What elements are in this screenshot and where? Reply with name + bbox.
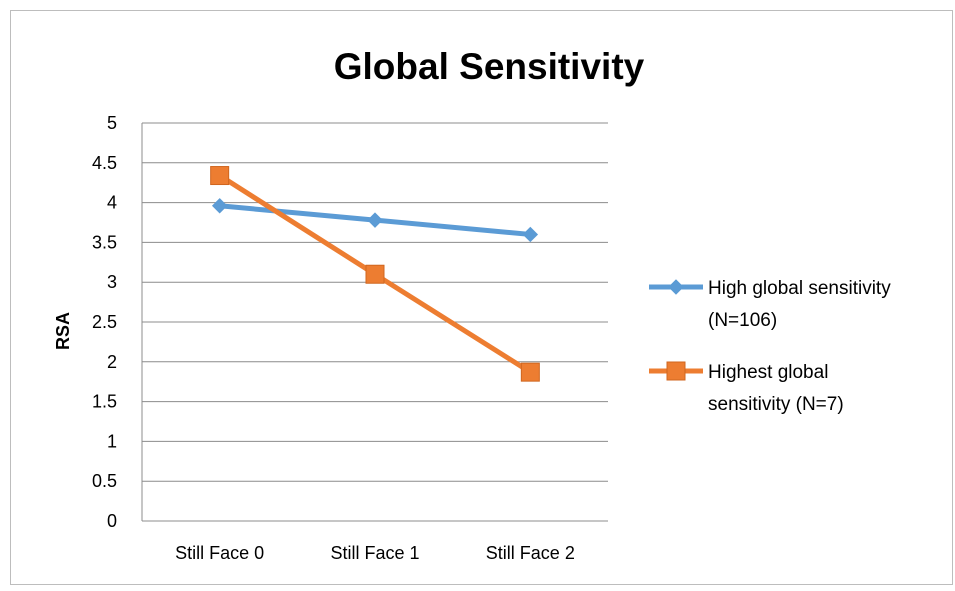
- y-tick-label: 0.5: [92, 471, 117, 491]
- x-tick-label: Still Face 2: [486, 543, 575, 563]
- legend-entry: High global sensitivity (N=106): [649, 278, 891, 331]
- x-tick-label: Still Face 0: [175, 543, 264, 563]
- y-tick-label: 5: [107, 113, 117, 133]
- legend-label: Highest global: [708, 362, 828, 383]
- chart-title: Global Sensitivity: [334, 46, 645, 87]
- y-tick-label: 2: [107, 352, 117, 372]
- diamond-marker: [211, 198, 228, 214]
- y-tick-label: 4: [107, 193, 117, 213]
- y-tick-label: 4.5: [92, 153, 117, 173]
- y-tick-label: 1: [107, 431, 117, 451]
- square-marker: [210, 166, 230, 186]
- series-1: [211, 198, 539, 243]
- square-marker: [365, 264, 385, 284]
- legend-label: High global sensitivity: [708, 278, 891, 299]
- y-tick-label: 3.5: [92, 232, 117, 252]
- legend-entry: Highest global sensitivity (N=7): [649, 361, 844, 415]
- x-tick-labels: Still Face 0 Still Face 1 Still Face 2: [175, 543, 575, 563]
- chart-frame: Global Sensitivity 0 0.5 1 1.5 2 2.5 3 3.5 4 4.5 5…: [10, 10, 953, 585]
- legend-label: sensitivity (N=7): [708, 394, 844, 415]
- diamond-marker: [367, 212, 383, 228]
- series: [210, 166, 540, 382]
- y-tick-label: 2.5: [92, 312, 117, 332]
- x-tick-label: Still Face 1: [330, 543, 419, 563]
- series-2: [210, 166, 540, 382]
- y-tick-label: 1.5: [92, 392, 117, 412]
- square-marker: [666, 361, 686, 381]
- line-chart: Global Sensitivity 0 0.5 1 1.5 2 2.5 3 3.5 4 4.5 5…: [53, 46, 891, 563]
- y-tick-label: 0: [107, 511, 117, 531]
- y-axis-label: RSA: [53, 312, 73, 350]
- square-marker: [520, 362, 540, 382]
- diamond-marker: [522, 226, 539, 243]
- diamond-marker: [668, 279, 684, 295]
- axes: [141, 123, 608, 522]
- legend-label: (N=106): [708, 310, 777, 331]
- y-tick-label: 3: [107, 272, 117, 292]
- y-tick-labels: 0 0.5 1 1.5 2 2.5 3 3.5 4 4.5 5: [92, 113, 117, 531]
- legend: High global sensitivity (N=106) Highest gl…: [649, 278, 891, 415]
